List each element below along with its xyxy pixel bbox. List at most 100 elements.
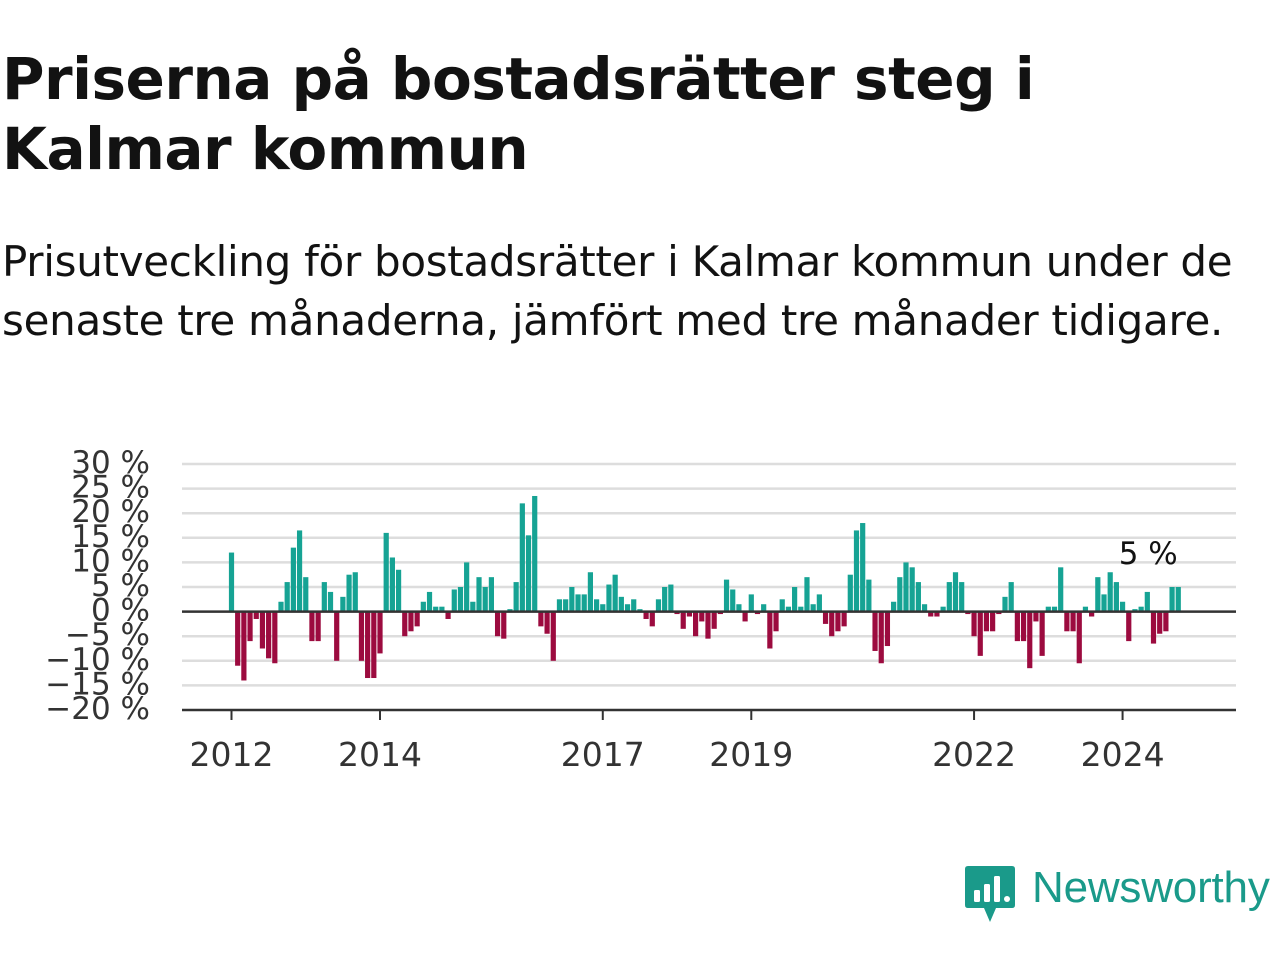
bar-positive xyxy=(389,557,395,612)
bar-negative xyxy=(445,611,451,619)
bar-positive xyxy=(1107,572,1113,612)
bar-positive xyxy=(395,569,402,612)
bar-positive xyxy=(1113,582,1119,612)
bar-negative xyxy=(1027,611,1033,669)
bar-positive xyxy=(383,532,389,612)
bar-negative xyxy=(1150,611,1157,644)
bar-positive xyxy=(470,601,476,612)
price-change-bar-chart: 30 %25 %20 %15 %10 %5 %0 %−5 %−10 %−15 %… xyxy=(45,445,1236,774)
bar-positive xyxy=(1045,606,1051,612)
bar-positive xyxy=(563,599,569,612)
bar-positive xyxy=(618,596,624,612)
bar-positive xyxy=(290,547,296,612)
bar-positive xyxy=(940,606,946,612)
bar-positive xyxy=(804,577,810,612)
bar-negative xyxy=(742,611,748,622)
bar-positive xyxy=(321,582,327,612)
bar-negative xyxy=(643,611,649,619)
bar-negative xyxy=(693,611,699,637)
bar-positive xyxy=(439,606,445,612)
bar-positive xyxy=(860,523,866,612)
bar-positive xyxy=(519,503,525,612)
bar-negative xyxy=(1039,611,1045,656)
bar-positive xyxy=(296,530,303,612)
bar-positive xyxy=(1138,606,1144,612)
bar-negative xyxy=(414,611,420,627)
bar-positive xyxy=(668,584,674,612)
brand-name: Newsworthy xyxy=(1032,863,1270,912)
bar-negative xyxy=(835,611,841,632)
bar-positive xyxy=(921,604,928,612)
bar-positive xyxy=(228,552,235,612)
bar-positive xyxy=(662,587,668,612)
bar-negative xyxy=(334,611,340,661)
bar-positive xyxy=(847,574,853,612)
y-tick-label: 15 % xyxy=(71,519,150,555)
bar-positive xyxy=(779,599,785,612)
bar-negative xyxy=(841,611,847,627)
bar-negative xyxy=(878,611,884,664)
bar-negative xyxy=(983,611,990,632)
bar-positive xyxy=(723,579,730,612)
bar-negative xyxy=(365,611,371,679)
bar-positive xyxy=(569,587,575,612)
bar-positive xyxy=(761,604,767,612)
bar-positive xyxy=(655,599,662,612)
bar-positive xyxy=(352,572,358,612)
bar-positive xyxy=(798,606,804,612)
bar-positive xyxy=(525,535,532,612)
y-tick-label: 0 % xyxy=(91,593,150,629)
bar-negative xyxy=(358,611,365,661)
bar-positive xyxy=(915,582,921,612)
bar-positive xyxy=(1095,577,1101,612)
bar-negative xyxy=(1033,611,1039,622)
bar-positive xyxy=(897,577,903,612)
bar-positive xyxy=(909,567,915,612)
y-tick-label: 25 % xyxy=(71,470,150,506)
bar-positive xyxy=(903,562,909,612)
bar-negative xyxy=(872,611,878,651)
x-tick-label: 2024 xyxy=(1081,735,1165,774)
bar-positive xyxy=(866,579,872,612)
bar-positive xyxy=(587,572,593,612)
bar-negative xyxy=(767,611,773,649)
bar-positive xyxy=(426,591,433,612)
bar-positive xyxy=(278,601,284,612)
bar-negative xyxy=(247,611,253,642)
bar-negative xyxy=(544,611,550,634)
y-tick-label: −10 % xyxy=(45,642,150,678)
x-tick-label: 2019 xyxy=(709,735,793,774)
bar-negative xyxy=(1089,611,1095,617)
bar-positive xyxy=(433,606,439,612)
page-subtitle: Prisutveckling för bostadsrätter i Kalma… xyxy=(2,237,1233,345)
bar-positive xyxy=(346,574,352,612)
y-tick-label: 20 % xyxy=(71,494,150,530)
y-axis-tick-labels: 30 %25 %20 %15 %10 %5 %0 %−5 %−10 %−15 %… xyxy=(45,445,150,727)
bar-positive xyxy=(606,584,612,612)
bar-positive xyxy=(730,589,736,612)
bar-negative xyxy=(550,611,556,661)
newsworthy-logo[interactable]: Newsworthy xyxy=(964,864,1270,924)
bar-negative xyxy=(705,611,711,639)
bar-negative xyxy=(408,611,414,632)
bar-positive xyxy=(420,601,426,612)
y-tick-label: −15 % xyxy=(45,666,150,702)
bar-positive xyxy=(792,587,798,612)
bar-positive xyxy=(946,582,952,612)
bar-positive xyxy=(631,599,637,612)
x-axis-tick-labels: 2012 2014 2017 2019 2022 2024 xyxy=(190,735,1165,774)
bar-positive xyxy=(593,599,600,612)
bar-negative xyxy=(649,611,655,627)
bar-negative xyxy=(773,611,779,632)
bar-negative xyxy=(1064,611,1070,632)
bar-negative xyxy=(309,611,315,642)
bar-positive xyxy=(284,582,290,612)
bar-negative xyxy=(971,611,977,637)
bar-positive xyxy=(1175,587,1181,612)
bar-positive xyxy=(1058,567,1064,612)
bar-positive xyxy=(816,594,822,612)
bar-positive xyxy=(600,604,606,612)
x-tick-label: 2017 xyxy=(561,735,645,774)
bar-positive xyxy=(810,604,816,612)
bar-positive xyxy=(451,589,457,612)
